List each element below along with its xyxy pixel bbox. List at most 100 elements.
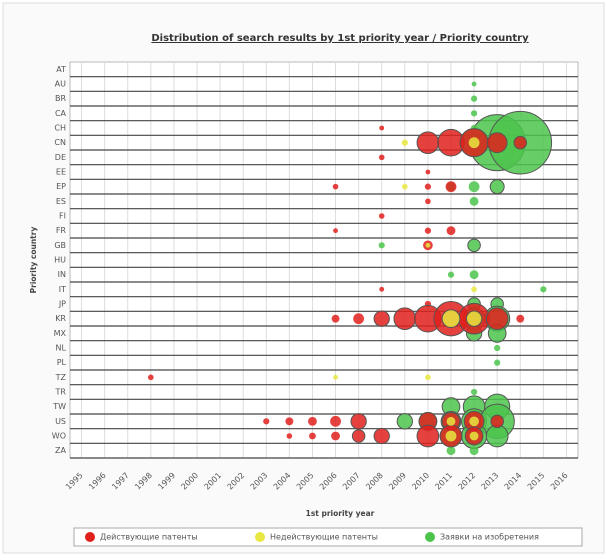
bubble bbox=[286, 433, 293, 439]
y-tick-label: MX bbox=[54, 329, 67, 338]
bubble bbox=[424, 183, 432, 190]
bubble bbox=[309, 432, 316, 440]
bubble bbox=[332, 183, 339, 190]
y-tick-label: ZA bbox=[55, 446, 66, 455]
y-tick-label: FR bbox=[56, 226, 67, 235]
bubble bbox=[393, 307, 417, 331]
chart-title: Distribution of search results by 1st pr… bbox=[151, 33, 529, 44]
bubble bbox=[470, 95, 478, 102]
y-tick-label: CA bbox=[55, 109, 67, 118]
bubble bbox=[494, 344, 501, 352]
y-tick-label: HU bbox=[54, 256, 66, 265]
bubble bbox=[485, 307, 509, 331]
bubble bbox=[445, 181, 457, 193]
bubble bbox=[513, 135, 528, 150]
y-tick-label: NL bbox=[56, 344, 67, 353]
y-tick-label: IT bbox=[59, 285, 66, 294]
bubble bbox=[148, 374, 154, 381]
legend-box bbox=[73, 527, 583, 547]
y-tick-label: JP bbox=[58, 300, 66, 309]
bubble bbox=[424, 227, 432, 234]
y-tick-label: WO bbox=[52, 432, 66, 441]
bubble bbox=[469, 431, 479, 441]
bubble bbox=[378, 213, 385, 219]
bubble bbox=[353, 313, 365, 325]
bubble bbox=[447, 271, 455, 278]
y-tick-label: EE bbox=[56, 168, 66, 177]
y-tick-label: CH bbox=[54, 124, 66, 133]
bubble bbox=[469, 196, 479, 206]
y-tick-label: TW bbox=[52, 402, 66, 411]
bubble bbox=[467, 238, 481, 253]
legend-label: Недействующие патенты bbox=[270, 533, 378, 542]
bubble bbox=[486, 132, 508, 154]
bubble bbox=[331, 314, 340, 323]
legend-label: Действующие патенты bbox=[100, 533, 198, 542]
bubble bbox=[446, 226, 456, 236]
bubble bbox=[469, 416, 479, 427]
bubble bbox=[470, 388, 478, 396]
y-tick-label: US bbox=[55, 417, 66, 426]
y-tick-label: EP bbox=[56, 182, 66, 191]
bubble bbox=[446, 416, 456, 426]
bubble bbox=[425, 242, 431, 248]
bubble bbox=[471, 286, 477, 293]
bubble bbox=[446, 446, 456, 456]
y-axis-label: Priority country bbox=[29, 227, 38, 294]
bubble bbox=[494, 359, 501, 366]
y-tick-label: TR bbox=[55, 388, 67, 397]
bubble bbox=[379, 125, 385, 131]
y-tick-label: ES bbox=[56, 197, 66, 206]
bubble bbox=[308, 416, 317, 426]
legend-swatch bbox=[425, 532, 435, 542]
bubble bbox=[468, 137, 480, 149]
y-tick-label: AT bbox=[56, 65, 66, 74]
bubble bbox=[490, 414, 504, 429]
y-tick-label: BR bbox=[55, 94, 66, 103]
bubble bbox=[416, 424, 440, 448]
y-tick-label: PL bbox=[57, 358, 67, 367]
bubble bbox=[373, 310, 390, 327]
bubble bbox=[378, 154, 385, 161]
bubble bbox=[425, 374, 431, 381]
bubble bbox=[333, 228, 338, 234]
y-tick-label: FI bbox=[59, 212, 66, 221]
bubble bbox=[285, 417, 294, 426]
bubble bbox=[465, 310, 483, 327]
bubble bbox=[378, 242, 385, 249]
bubble bbox=[402, 183, 408, 190]
bubble bbox=[469, 446, 479, 456]
y-tick-label: GB bbox=[54, 241, 66, 250]
y-tick-label: CN bbox=[54, 138, 66, 147]
bubble bbox=[469, 270, 479, 280]
bubble bbox=[441, 309, 461, 329]
bubble bbox=[401, 139, 408, 146]
legend-label: Заявки на изобретения bbox=[440, 533, 539, 542]
bubble bbox=[425, 169, 431, 175]
legend-swatch bbox=[255, 532, 265, 542]
bubble bbox=[379, 286, 385, 292]
bubble bbox=[333, 374, 338, 380]
bubble bbox=[351, 429, 366, 443]
bubble bbox=[350, 413, 367, 430]
bubble bbox=[330, 415, 341, 427]
bubble bbox=[331, 431, 340, 441]
bubble bbox=[516, 314, 525, 323]
y-tick-label: KR bbox=[55, 314, 66, 323]
y-tick-label: IN bbox=[58, 270, 66, 279]
bubble bbox=[470, 110, 478, 117]
bubble bbox=[396, 413, 413, 430]
bubble bbox=[425, 198, 431, 205]
bubble bbox=[489, 179, 505, 195]
bubble bbox=[263, 418, 270, 425]
bubble bbox=[540, 286, 547, 293]
legend-swatch bbox=[85, 532, 95, 542]
bubble bbox=[471, 81, 477, 87]
bubble bbox=[416, 131, 440, 155]
bubble bbox=[445, 430, 457, 442]
x-axis-label: 1st priority year bbox=[306, 509, 375, 518]
bubble bbox=[485, 424, 509, 448]
y-tick-label: AU bbox=[55, 80, 66, 89]
